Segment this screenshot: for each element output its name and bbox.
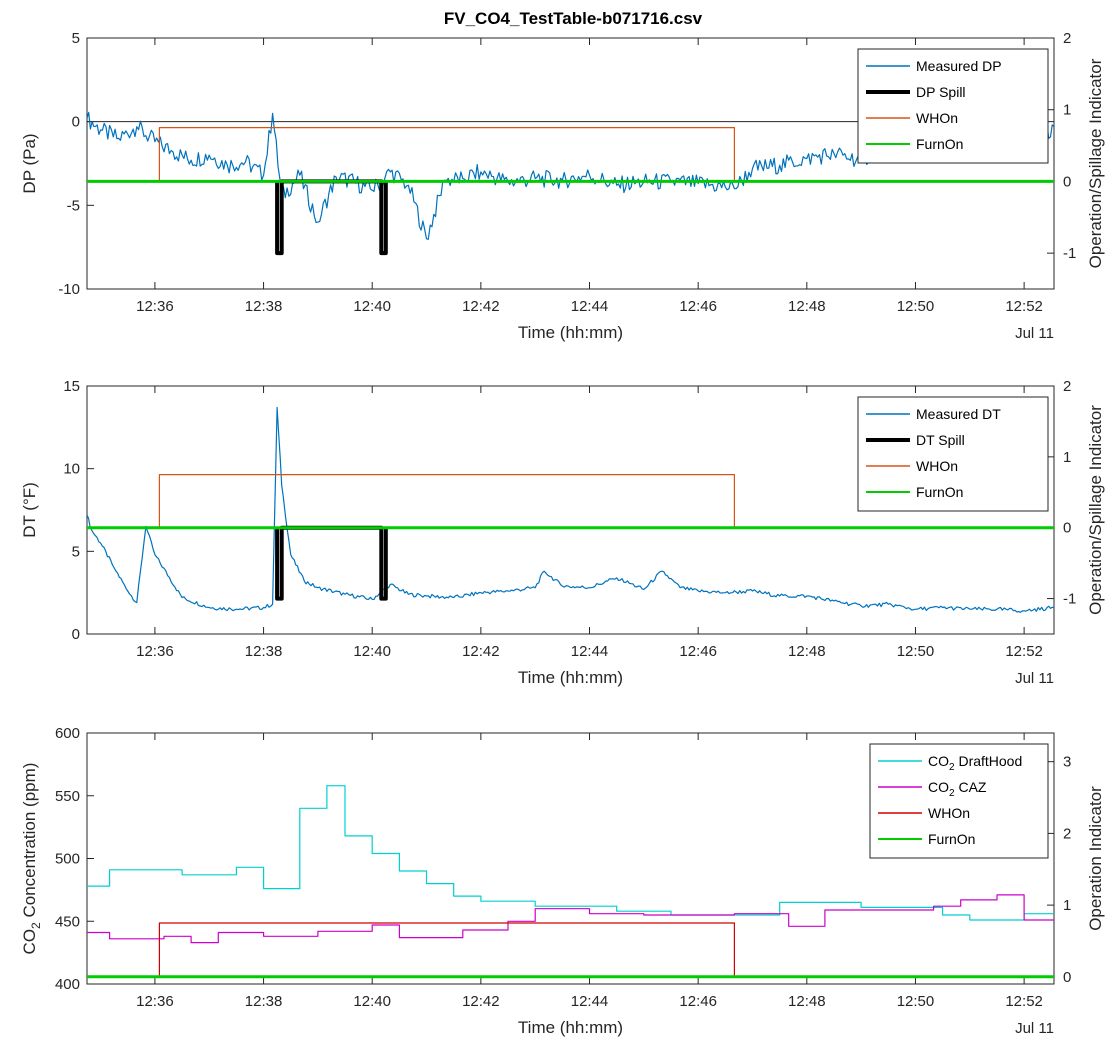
y-tick-label: 0 [72, 114, 80, 131]
y2-tick-label: 2 [1063, 30, 1071, 47]
y-tick-label: 500 [55, 851, 80, 868]
x-date-label: Jul 11 [1015, 670, 1054, 687]
x-tick-label: 12:40 [353, 298, 391, 315]
x-tick-label: 12:42 [462, 993, 500, 1010]
y2-axis-label: Operation Indicator [1086, 786, 1105, 931]
y2-tick-label: -1 [1063, 245, 1076, 262]
y2-tick-label: 1 [1063, 102, 1071, 119]
y-tick-label: 600 [55, 725, 80, 742]
y-tick-label: 450 [55, 913, 80, 930]
y-tick-label: 5 [72, 543, 80, 560]
y2-tick-label: 2 [1063, 378, 1071, 395]
x-axis-label: Time (hh:mm) [518, 668, 623, 687]
legend-entry: DT Spill [916, 432, 965, 448]
x-axis-label: Time (hh:mm) [518, 1018, 623, 1037]
figure-title: FV_CO4_TestTable-b071716.csv [444, 9, 703, 28]
legend: CO2 DraftHood CO2 CAZ WHOn FurnOn [869, 743, 1049, 859]
y2-tick-label: 1 [1063, 897, 1071, 914]
y-tick-label: 5 [72, 30, 80, 47]
x-tick-label: 12:36 [136, 643, 174, 660]
y2-axis-label: Operation/Spillage Indicator [1086, 58, 1105, 268]
x-tick-label: 12:38 [245, 298, 283, 315]
x-date-label: Jul 11 [1015, 1020, 1054, 1037]
x-tick-label: 12:36 [136, 298, 174, 315]
x-tick-label: 12:50 [897, 298, 935, 315]
chart-panel-1: 12:36 12:38 12:40 12:42 12:44 12:46 12:48 12:50… [20, 30, 1105, 342]
series-group [87, 406, 1054, 613]
x-tick-label: 12:38 [245, 643, 283, 660]
y2-tick-label: 0 [1063, 969, 1071, 986]
x-tick-label: 12:48 [788, 298, 826, 315]
x-tick-label: 12:46 [679, 643, 717, 660]
x-tick-label: 12:50 [897, 643, 935, 660]
legend: Measured DP DP Spill WHOn FurnOn [857, 48, 1049, 164]
x-tick-label: 12:46 [679, 993, 717, 1010]
x-tick-label: 12:44 [571, 298, 609, 315]
y2-tick-label: 0 [1063, 520, 1071, 537]
x-tick-label: 12:52 [1005, 298, 1043, 315]
x-tick-label: 12:44 [571, 993, 609, 1010]
legend-entry: Measured DP [916, 58, 1002, 74]
x-tick-label: 12:40 [353, 993, 391, 1010]
x-tick-label: 12:36 [136, 993, 174, 1010]
y-tick-label: 400 [55, 976, 80, 993]
legend-entry: WHOn [916, 458, 958, 474]
legend-entry: WHOn [928, 805, 970, 821]
chart-panel-3: 12:36 12:38 12:40 12:42 12:44 12:46 12:48 12:50… [20, 725, 1105, 1037]
x-tick-label: 12:50 [897, 993, 935, 1010]
x-tick-label: 12:40 [353, 643, 391, 660]
y-tick-label: -5 [67, 197, 80, 214]
y-tick-label: 15 [63, 378, 80, 395]
legend-entry: CO2 DraftHood [928, 753, 1022, 773]
series-line-co2-drafthood [87, 785, 1054, 921]
legend-entry: FurnOn [916, 136, 963, 152]
y-axis-label: DP (Pa) [20, 133, 39, 193]
legend: Measured DT DT Spill WHOn FurnOn [857, 396, 1049, 512]
series-group [87, 785, 1054, 979]
y-axis-label: DT (°F) [20, 482, 39, 538]
x-tick-label: 12:52 [1005, 993, 1043, 1010]
y-tick-label: 10 [63, 461, 80, 478]
series-line-measured-dt [87, 406, 1054, 613]
series-line-co2-caz [87, 894, 1054, 944]
x-axis-label: Time (hh:mm) [518, 323, 623, 342]
y2-tick-label: -1 [1063, 591, 1076, 608]
x-date-label: Jul 11 [1015, 325, 1054, 342]
legend-entry: FurnOn [916, 484, 963, 500]
x-tick-label: 12:46 [679, 298, 717, 315]
y-tick-label: 0 [72, 626, 80, 643]
x-tick-label: 12:52 [1005, 643, 1043, 660]
y-tick-label: 550 [55, 788, 80, 805]
x-tick-label: 12:38 [245, 993, 283, 1010]
legend-entry: FurnOn [928, 831, 975, 847]
legend-entry: CO2 CAZ [928, 779, 987, 799]
chart-panel-2: 12:36 12:38 12:40 12:42 12:44 12:46 12:48 12:50… [20, 378, 1105, 687]
x-tick-label: 12:44 [571, 643, 609, 660]
x-tick-label: 12:48 [788, 643, 826, 660]
y2-tick-label: 1 [1063, 449, 1071, 466]
y2-tick-label: 2 [1063, 825, 1071, 842]
y2-tick-label: 0 [1063, 173, 1071, 190]
legend-entry: Measured DT [916, 406, 1001, 422]
legend-entry: WHOn [916, 110, 958, 126]
x-tick-label: 12:42 [462, 298, 500, 315]
x-tick-label: 12:48 [788, 993, 826, 1010]
y-axis-label: CO2 Concentration (ppm) [20, 763, 43, 955]
legend-entry: DP Spill [916, 84, 966, 100]
y-tick-label: -10 [58, 281, 80, 298]
y2-tick-label: 3 [1063, 754, 1071, 771]
y2-axis-label: Operation/Spillage Indicator [1086, 405, 1105, 615]
x-tick-label: 12:42 [462, 643, 500, 660]
